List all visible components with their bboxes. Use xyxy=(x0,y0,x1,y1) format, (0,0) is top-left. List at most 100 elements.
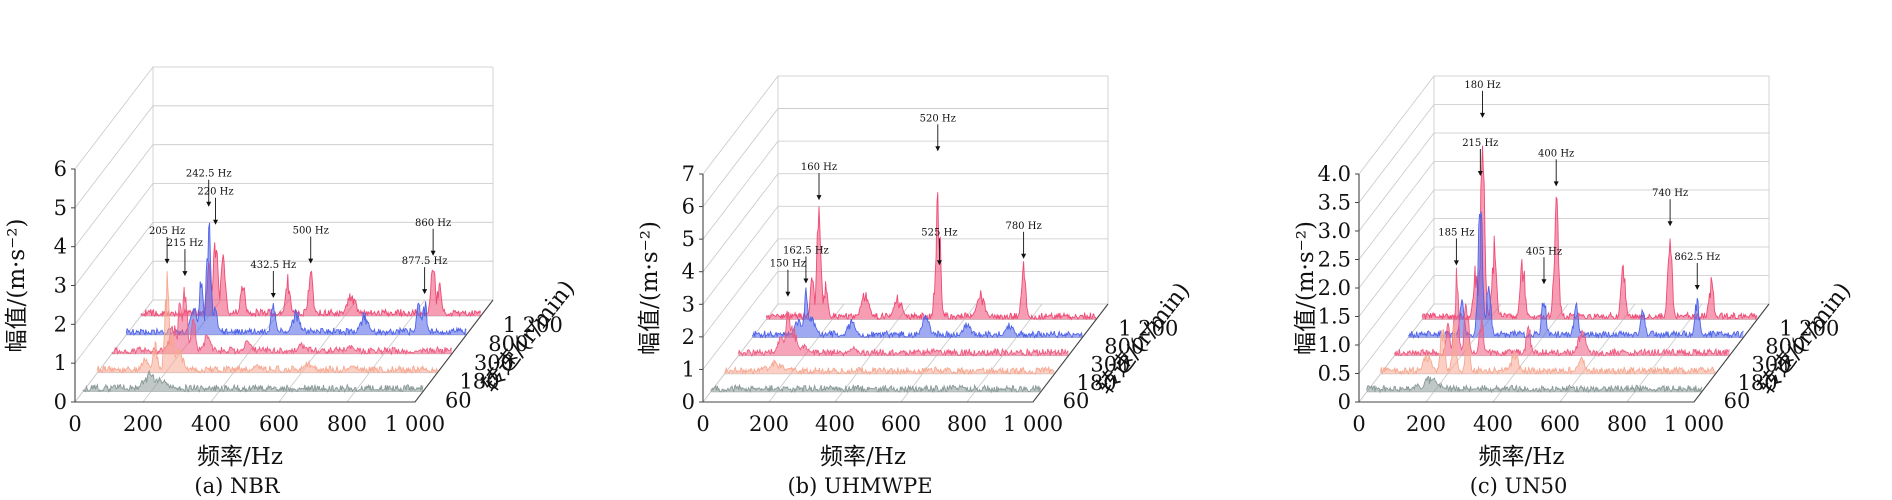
x-axis-title: 频率/Hz xyxy=(820,444,906,470)
x-tick-label: 800 xyxy=(327,412,367,436)
speed-tick-label: 300 xyxy=(1751,353,1791,377)
annotation-arrowhead xyxy=(430,250,436,256)
annotation-label: 500 Hz xyxy=(293,226,329,237)
annotation-arrowhead xyxy=(164,258,170,264)
x-tick-label: 1 000 xyxy=(1003,412,1063,436)
x-tick-label: 800 xyxy=(1607,412,1647,436)
annotation-label: 215 Hz xyxy=(1462,138,1498,149)
y-axis-title: 幅值/(m·s⁻²) xyxy=(1293,221,1319,355)
annotation-arrowhead xyxy=(1553,181,1559,187)
x-tick-label: 400 xyxy=(815,412,855,436)
y-tick-label: 5 xyxy=(682,227,695,251)
annotation-arrowhead xyxy=(308,258,314,264)
spectrum-fill-300 xyxy=(111,287,452,354)
speed-tick-label: 1 200 xyxy=(503,313,563,337)
spectrum-series-60 xyxy=(710,383,1042,394)
annotation-label: 220 Hz xyxy=(197,187,233,198)
y-gridline xyxy=(74,66,493,170)
spectrum-series-60 xyxy=(82,369,424,394)
chart-panel-3: 185 Hz 215 Hz 180 Hz 400 Hz 405 Hz 740 Hz 862.… xyxy=(1293,75,1856,498)
speed-tick-label: 60 xyxy=(1063,389,1090,413)
annotation-arrowhead xyxy=(422,289,428,295)
y-tick-label: 0 xyxy=(682,390,695,414)
annotation-label: 740 Hz xyxy=(1652,188,1688,199)
y-tick-label: 2 xyxy=(54,312,67,336)
x-tick-label: 0 xyxy=(68,412,81,436)
x-tick-label: 200 xyxy=(123,412,163,436)
chart-caption: (b) UHMWPE xyxy=(787,474,932,498)
speed-tick-label: 300 xyxy=(1090,353,1130,377)
y-gridline xyxy=(1358,275,1769,374)
annotation-label: 432.5 Hz xyxy=(250,260,296,271)
y-tick-label: 1.5 xyxy=(1318,305,1351,329)
y-gridline xyxy=(1358,189,1769,289)
x-tick-label: 600 xyxy=(1540,412,1580,436)
x-tick-label: 200 xyxy=(1406,412,1446,436)
annotation-arrowhead xyxy=(1021,253,1027,259)
x-tick-label: 400 xyxy=(1473,412,1513,436)
spectrum-fill-800 xyxy=(752,287,1083,338)
annotation-label: 877.5 Hz xyxy=(402,256,448,267)
annotation-arrowhead xyxy=(206,201,212,207)
speed-tick-label: 180 xyxy=(1077,371,1117,395)
y-tick-label: 4 xyxy=(54,235,67,259)
speed-tick-label: 800 xyxy=(488,332,528,356)
annotation-label: 162.5 Hz xyxy=(783,245,829,256)
spectrum-series-800 xyxy=(1408,211,1744,340)
x-tick-label: 600 xyxy=(881,412,921,436)
annotation-label: 160 Hz xyxy=(801,162,837,173)
x-tick-label: 400 xyxy=(191,412,231,436)
annotation-arrowhead xyxy=(935,146,941,152)
spectrum-series-60 xyxy=(1366,375,1703,394)
x-axis-title: 频率/Hz xyxy=(197,444,283,470)
y-tick-label: 1 xyxy=(54,351,67,375)
spectrum-series-300 xyxy=(111,286,453,356)
y-tick-label: 4 xyxy=(682,260,695,284)
x-tick-label: 200 xyxy=(749,412,789,436)
annotation-label: 150 Hz xyxy=(770,259,806,270)
speed-tick-label: 180 xyxy=(459,370,499,394)
annotation-label: 215 Hz xyxy=(167,238,203,249)
y-tick-label: 2.5 xyxy=(1318,248,1351,272)
y-tick-label: 4.0 xyxy=(1318,162,1351,186)
annotation-arrowhead xyxy=(1667,221,1673,227)
annotation-arrowhead xyxy=(1541,279,1547,285)
y-axis-title: 幅值/(m·s⁻²) xyxy=(637,221,663,355)
y-axis-title: 幅值/(m·s⁻²) xyxy=(4,219,30,353)
spectrum-fill-800 xyxy=(126,222,467,335)
spectrum-fill-800 xyxy=(1408,211,1744,338)
spectrum-series-180 xyxy=(1380,322,1716,376)
speed-tick-label: 300 xyxy=(474,351,514,375)
annotation-arrowhead xyxy=(1477,170,1483,176)
x-tick-label: 800 xyxy=(947,412,987,436)
y-gridline xyxy=(74,144,493,247)
speed-tick-label: 1 200 xyxy=(1118,316,1178,340)
annotation-arrowhead xyxy=(270,292,276,298)
spectrum-fill-1200 xyxy=(140,242,481,317)
y-tick-label: 2 xyxy=(682,325,695,349)
spectrum-series-300 xyxy=(1393,267,1730,358)
annotation-label: 185 Hz xyxy=(1438,227,1474,238)
annotation-label: 205 Hz xyxy=(149,226,185,237)
annotation-label: 405 Hz xyxy=(1526,246,1562,257)
y-tick-label: 6 xyxy=(682,195,695,219)
speed-tick-label: 800 xyxy=(1765,335,1805,359)
y-tick-label: 5 xyxy=(54,196,67,220)
x-gridline xyxy=(74,299,154,403)
annotation-label: 242.5 Hz xyxy=(186,169,232,180)
annotation-arrowhead xyxy=(1453,260,1459,266)
annotation-arrowhead xyxy=(1479,112,1485,118)
annotation-label: 525 Hz xyxy=(921,227,957,238)
spectrum-series-1200 xyxy=(765,192,1097,321)
speed-tick-label: 180 xyxy=(1738,371,1778,395)
speed-tick-label: 800 xyxy=(1104,335,1144,359)
y-tick-label: 1 xyxy=(682,357,695,381)
x-tick-label: 1 000 xyxy=(385,412,445,436)
annotation-arrowhead xyxy=(785,291,791,297)
chart-panel-2: 150 Hz 162.5 Hz 160 Hz 520 Hz 525 Hz 780 Hz 0 1… xyxy=(637,75,1195,498)
y-tick-label: 1.0 xyxy=(1318,333,1351,357)
spectrum-fill-180 xyxy=(97,271,438,373)
y-tick-label: 3.0 xyxy=(1318,219,1351,243)
chart-caption: (c) UN50 xyxy=(1470,474,1568,498)
